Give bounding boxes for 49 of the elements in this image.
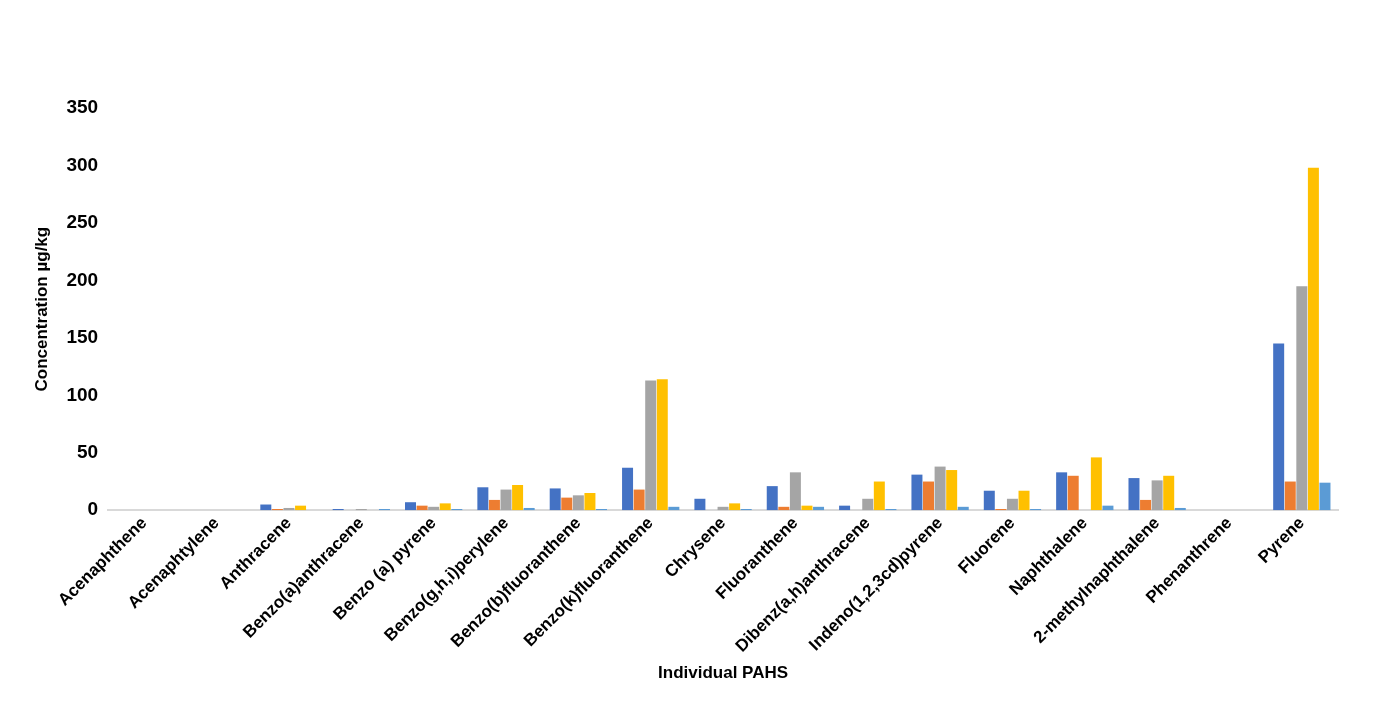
bar bbox=[983, 490, 995, 511]
bar bbox=[729, 503, 741, 511]
bar bbox=[405, 502, 417, 511]
y-tick-label: 50 bbox=[76, 441, 99, 463]
y-tick-label: 200 bbox=[66, 268, 99, 290]
y-axis-title: Concentration µg/kg bbox=[31, 226, 51, 392]
bar bbox=[645, 380, 657, 511]
y-tick-label: 300 bbox=[66, 153, 99, 175]
bar bbox=[656, 379, 668, 511]
bar bbox=[934, 466, 946, 511]
bar bbox=[766, 486, 778, 511]
y-tick-label: 350 bbox=[66, 96, 99, 118]
bar bbox=[694, 498, 706, 511]
bar bbox=[561, 497, 573, 511]
bar bbox=[584, 493, 596, 511]
bar bbox=[1056, 472, 1068, 511]
bar bbox=[488, 499, 500, 511]
bar bbox=[477, 487, 489, 511]
bar bbox=[1307, 167, 1319, 511]
bar bbox=[1006, 498, 1018, 511]
bar bbox=[633, 489, 645, 511]
bar bbox=[1151, 480, 1163, 511]
bar bbox=[923, 481, 935, 511]
bar bbox=[439, 503, 451, 511]
bar bbox=[1018, 490, 1030, 511]
bar bbox=[862, 498, 874, 511]
bar bbox=[512, 484, 524, 511]
y-tick-label: 150 bbox=[66, 326, 99, 348]
bar bbox=[946, 470, 958, 511]
bar bbox=[873, 481, 885, 511]
bar bbox=[500, 489, 512, 511]
bar bbox=[1284, 481, 1296, 511]
bar bbox=[1296, 286, 1308, 511]
bar bbox=[1163, 475, 1175, 511]
x-axis-title: Individual PAHS bbox=[658, 663, 789, 683]
bar bbox=[622, 467, 634, 511]
bar bbox=[1140, 499, 1152, 511]
y-tick-label: 0 bbox=[87, 498, 99, 520]
y-tick-label: 100 bbox=[66, 383, 99, 405]
bar bbox=[572, 495, 584, 511]
bar bbox=[1319, 482, 1331, 511]
bar bbox=[1128, 478, 1140, 511]
bar bbox=[911, 474, 923, 511]
bar bbox=[1273, 343, 1285, 511]
y-tick-label: 250 bbox=[66, 211, 99, 233]
bar bbox=[1067, 475, 1079, 511]
bar bbox=[549, 488, 561, 511]
bar bbox=[1090, 457, 1102, 511]
bar bbox=[789, 472, 801, 511]
